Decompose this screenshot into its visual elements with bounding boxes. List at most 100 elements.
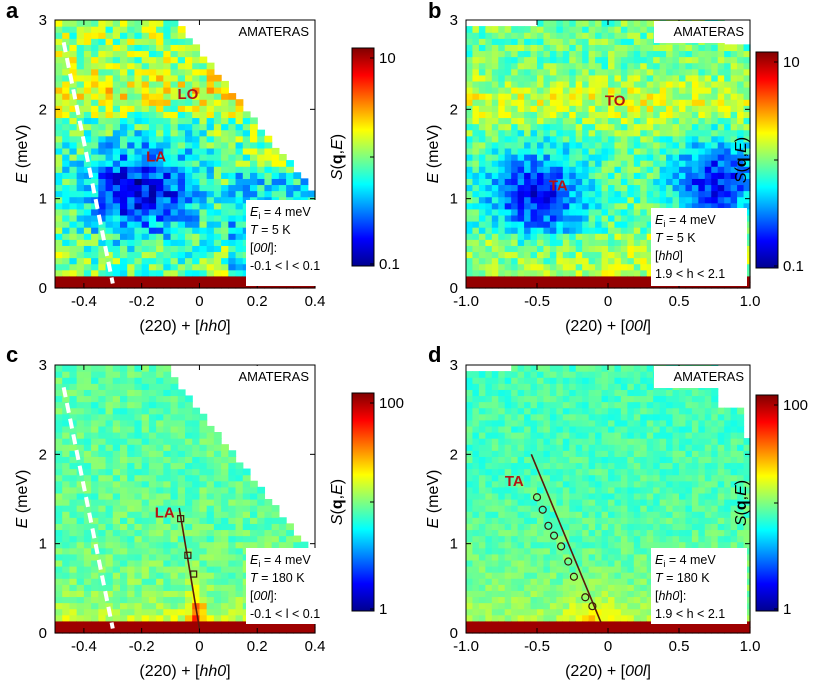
x-tick-label: 0.4: [305, 638, 326, 655]
info-line: [00l]:: [250, 241, 277, 255]
colorbar-tick-label: 100: [379, 395, 404, 412]
y-tick-label: 1: [450, 191, 458, 208]
x-tick-label: -0.5: [524, 293, 550, 310]
y-axis-label: E (meV): [425, 470, 442, 529]
x-tick-label: 0.5: [669, 293, 690, 310]
data-point: [564, 557, 573, 566]
panel-letter-a: a: [6, 0, 19, 23]
x-tick-label: 0.5: [669, 638, 690, 655]
instrument-label: AMATERAS: [673, 369, 744, 384]
dispersion-fit-line: [178, 507, 201, 629]
y-tick-label: 2: [450, 101, 458, 118]
axes-frame-a: [54, 19, 316, 289]
instrument-box: [654, 21, 749, 43]
x-tick-label: 0: [604, 638, 612, 655]
axes-frame-c: [54, 364, 316, 634]
x-tick-label: 0: [604, 293, 612, 310]
x-tick-label: -0.2: [129, 638, 155, 655]
data-point: [569, 572, 579, 581]
y-tick-label: 1: [39, 191, 47, 208]
y-tick-label: 0: [450, 625, 458, 642]
x-axis-label: (220) + [00l]: [565, 318, 651, 335]
mode-label-lo: LO: [177, 86, 198, 103]
colorbar-tick-label: 10: [783, 54, 800, 71]
mode-label-ta: TA: [549, 177, 568, 194]
y-tick-label: 0: [39, 280, 47, 297]
y-axis-label: E (meV): [14, 470, 31, 529]
info-line: 1.9 < h < 2.1: [655, 267, 725, 281]
data-point: [581, 593, 590, 602]
info-line: T = 5 K: [655, 231, 696, 245]
y-tick-label: 3: [450, 357, 458, 374]
x-axis-label: (220) + [hh0]: [139, 318, 230, 335]
x-tick-label: 0: [195, 293, 203, 310]
info-box: [651, 548, 747, 624]
info-box: [246, 200, 320, 286]
info-line: T = 180 K: [655, 571, 710, 585]
panel-letter-c: c: [6, 342, 18, 367]
colorbar-tick-label: 1: [379, 601, 387, 618]
x-tick-label: -0.4: [71, 638, 97, 655]
colorbar-tick-label: 100: [783, 397, 808, 414]
x-tick-label: 0.2: [247, 293, 268, 310]
x-tick-label: -0.4: [71, 293, 97, 310]
y-tick-label: 3: [450, 12, 458, 29]
y-tick-label: 3: [39, 357, 47, 374]
x-tick-label: 0.2: [247, 638, 268, 655]
y-tick-label: 3: [39, 12, 47, 29]
data-point: [538, 505, 547, 514]
x-axis-label: (220) + [hh0]: [139, 663, 230, 680]
instrument-box: [219, 21, 314, 43]
colorbar-label: S(q,E): [733, 480, 750, 526]
info-line: -0.1 < l < 0.1: [250, 607, 320, 621]
y-tick-label: 0: [39, 625, 47, 642]
mode-label-to: TO: [605, 92, 626, 109]
y-tick-label: 1: [450, 536, 458, 553]
data-point: [557, 542, 566, 551]
heatmap-d: [466, 365, 751, 634]
instrument-box: [219, 366, 314, 388]
x-tick-label: 0.4: [305, 293, 326, 310]
instrument-label: AMATERAS: [238, 369, 309, 384]
instrument-label: AMATERAS: [238, 24, 309, 39]
info-line: -0.1 < l < 0.1: [250, 259, 320, 273]
dashed-line-a: [61, 41, 115, 284]
info-line: T = 5 K: [250, 223, 291, 237]
info-line: 1.9 < h < 2.1: [655, 607, 725, 621]
info-line: [hh0]: [655, 249, 683, 263]
data-point: [177, 515, 185, 523]
y-tick-label: 2: [39, 101, 47, 118]
y-axis-label: E (meV): [14, 125, 31, 184]
colorbar-tick-label: 10: [379, 50, 396, 67]
x-tick-label: -0.5: [524, 638, 550, 655]
x-tick-label: -1.0: [453, 638, 479, 655]
x-tick-label: -1.0: [453, 293, 479, 310]
panel-letter-d: d: [428, 342, 441, 367]
mode-label-la: LA: [146, 149, 166, 166]
panel-d: -1.0 -0.5 0 0.5 1.0 0 1 2 3 (220) + [00l] E (meV) d…: [425, 342, 808, 680]
x-tick-label: -0.2: [129, 293, 155, 310]
mode-label-ta: TA: [505, 473, 524, 490]
info-line: Ei = 4 meV: [250, 553, 311, 569]
colorbar-label: S(q,E): [329, 479, 346, 525]
panel-c: -0.4 -0.2 0 0.2 0.4 0 1 2 3 (220) + [hh0] E (meV) c…: [6, 342, 404, 680]
info-line: Ei = 4 meV: [655, 213, 716, 229]
dashed-line-c: [61, 386, 115, 629]
panel-letter-b: b: [428, 0, 441, 23]
y-tick-label: 0: [450, 280, 458, 297]
panel-a: -0.4 -0.2 0 0.2 0.4 0 1 2 3 (220) + [hh0] E (meV) a…: [6, 0, 400, 335]
colorbar-tick-label: 0.1: [379, 256, 400, 273]
colorbar-label: S(q,E): [733, 137, 750, 183]
dispersion-fit-line: [530, 454, 602, 623]
data-point: [184, 551, 192, 559]
info-line: [hh0]:: [655, 589, 686, 603]
y-tick-label: 2: [450, 446, 458, 463]
info-line: Ei = 4 meV: [655, 553, 716, 569]
x-tick-label: 0: [195, 638, 203, 655]
info-box: [246, 548, 328, 624]
colorbar-tick-label: 0.1: [783, 258, 804, 275]
panel-b: -1.0 -0.5 0 0.5 1.0 0 1 2 3 (220) + [00l] E (meV) b…: [425, 0, 804, 335]
data-point: [532, 493, 542, 502]
data-point: [549, 531, 559, 540]
